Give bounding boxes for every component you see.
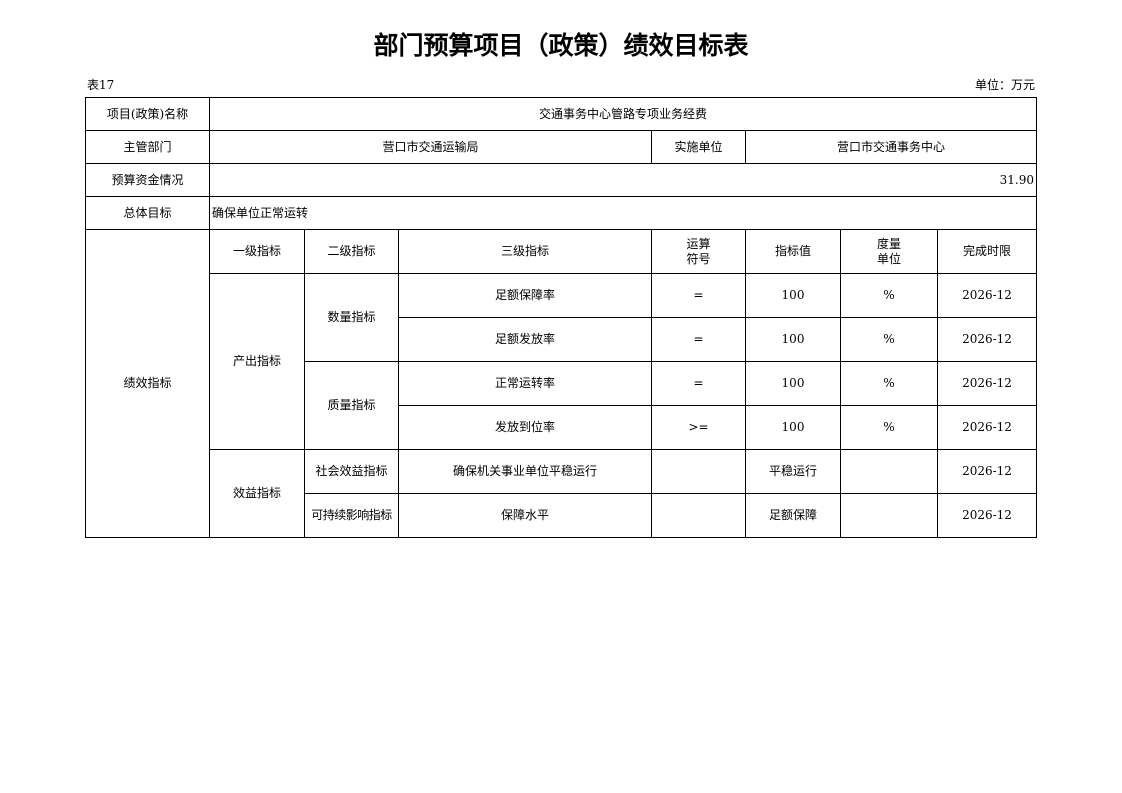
performance-table: 项目(政策)名称 交通事务中心管路专项业务经费 主管部门 营口市交通运输局 实施… (85, 97, 1037, 538)
table-row: 产出指标 数量指标 足额保障率 = 100 % 2026-12 (86, 273, 1037, 450)
header-op: 运算符号 (651, 229, 746, 274)
indicator-name: 确保机关事业单位平稳运行 (398, 449, 652, 494)
dept-label: 主管部门 (85, 130, 210, 164)
indicator-unit: % (840, 405, 938, 450)
table-row: 效益指标 社会效益指标 确保机关事业单位平稳运行 平稳运行 2026-12 (86, 449, 1037, 538)
table-header-row: 绩效指标 一级指标 二级指标 三级指标 运算符号 指标值 度量单位 完成时限 (85, 229, 1037, 538)
indicator-value: 100 (745, 361, 841, 406)
page-title: 部门预算项目（政策）绩效目标表 (373, 31, 749, 60)
indicator-op (651, 493, 746, 538)
indicator-unit: % (840, 273, 938, 318)
header-l1: 一级指标 (209, 229, 305, 274)
impl-label: 实施单位 (651, 130, 746, 164)
goal: 确保单位正常运转 (209, 196, 1037, 230)
goal-label: 总体目标 (85, 196, 210, 230)
indicator-deadline: 2026-12 (937, 317, 1037, 362)
group-benefit: 效益指标 (209, 449, 305, 538)
indicator-value: 100 (745, 405, 841, 450)
table-number: 表17 (87, 78, 115, 92)
table-row: 主管部门 营口市交通运输局 实施单位 营口市交通事务中心 (85, 130, 1037, 164)
header-l3: 三级指标 (398, 229, 652, 274)
table-row: 总体目标 确保单位正常运转 (85, 196, 1037, 230)
indicator-op: = (651, 361, 746, 406)
budget: 31.90 (209, 163, 1037, 197)
budget-label: 预算资金情况 (85, 163, 210, 197)
indicator-deadline: 2026-12 (937, 361, 1037, 406)
indicator-unit (840, 449, 938, 494)
unit-label: 单位：万元 (974, 78, 1035, 92)
group-social: 社会效益指标 (304, 449, 399, 494)
group-output: 产出指标 (209, 273, 305, 450)
indicator-deadline: 2026-12 (937, 273, 1037, 318)
indicator-value: 100 (745, 317, 841, 362)
indicator-value: 足额保障 (745, 493, 841, 538)
header-l2: 二级指标 (304, 229, 399, 274)
indicator-name: 发放到位率 (398, 405, 652, 450)
group-quantity: 数量指标 (304, 273, 399, 362)
table-row: 足额发放率 = 100 % 2026-12 (86, 317, 1037, 362)
table-row: 可持续影响指标 保障水平 足额保障 2026-12 (86, 493, 1037, 538)
table-row: 预算资金情况 31.90 (85, 163, 1037, 197)
indicator-op: = (651, 317, 746, 362)
indicator-value: 100 (745, 273, 841, 318)
indicator-name: 保障水平 (398, 493, 652, 538)
table-row: 项目(政策)名称 交通事务中心管路专项业务经费 (85, 97, 1037, 131)
indicator-unit (840, 493, 938, 538)
indicator-deadline: 2026-12 (937, 449, 1037, 494)
indicator-deadline: 2026-12 (937, 405, 1037, 450)
table-row: 质量指标 正常运转率 = 100 % 2026-12 (86, 361, 1037, 450)
indicator-op: = (651, 273, 746, 318)
indicator-unit: % (840, 361, 938, 406)
header-val: 指标值 (745, 229, 841, 274)
indicator-deadline: 2026-12 (937, 493, 1037, 538)
indicator-op (651, 449, 746, 494)
indicator-value: 平稳运行 (745, 449, 841, 494)
dept: 营口市交通运输局 (209, 130, 652, 164)
perf-label: 绩效指标 (85, 229, 210, 538)
indicator-op: >= (651, 405, 746, 450)
header-deadline: 完成时限 (937, 229, 1037, 274)
header-op-text: 运算符号 (686, 236, 711, 266)
group-sustain: 可持续影响指标 (304, 493, 399, 538)
project-name-label: 项目(政策)名称 (85, 97, 210, 131)
indicator-unit: % (840, 317, 938, 362)
impl: 营口市交通事务中心 (745, 130, 1037, 164)
indicator-name: 足额保障率 (398, 273, 652, 318)
group-quality: 质量指标 (304, 361, 399, 450)
indicator-name: 足额发放率 (398, 317, 652, 362)
table-row: 发放到位率 >= 100 % 2026-12 (86, 405, 1037, 450)
project-name: 交通事务中心管路专项业务经费 (209, 97, 1037, 131)
header-unit-text: 度量单位 (876, 236, 901, 266)
header-unit: 度量单位 (840, 229, 938, 274)
indicator-name: 正常运转率 (398, 361, 652, 406)
